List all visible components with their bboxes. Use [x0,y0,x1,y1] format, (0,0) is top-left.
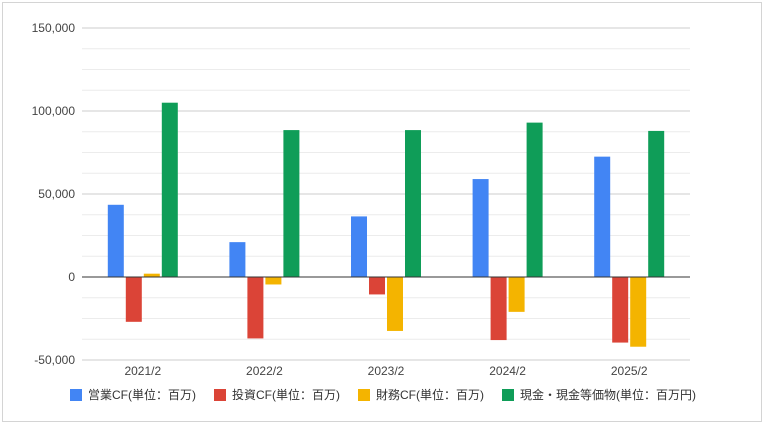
bar [490,277,507,341]
gridlines [82,27,690,361]
legend-swatch [214,389,226,401]
bar [612,277,629,343]
bar [594,156,611,277]
y-tick-label: -50,000 [34,353,75,367]
legend-label: 現金・現金等価物(単位：百万円) [520,387,696,402]
legend-swatch [502,389,514,401]
y-axis-ticks: -50,000 0 50,000 100,000 150,000 [32,21,76,367]
legend-swatch [70,389,82,401]
bar [143,273,160,277]
y-tick-label: 0 [68,270,75,284]
bars [107,102,665,347]
x-tick-label: 2022/2 [246,364,283,378]
bar [387,277,403,331]
legend-label: 営業CF(単位：百万) [88,387,196,402]
bar [161,102,178,277]
bar [107,204,124,277]
bar [265,277,282,285]
bar [229,242,246,277]
y-tick-label: 50,000 [38,187,75,201]
legend: 営業CF(単位：百万) 投資CF(単位：百万) 財務CF(単位：百万) 現金・現金等価… [70,387,696,402]
bar [283,130,300,277]
bar [247,277,264,339]
bar [472,179,489,277]
legend-item: 投資CF(単位：百万) [214,387,340,402]
x-axis-ticks: 2021/2 2022/2 2023/2 2024/2 2025/2 [124,364,647,378]
x-tick-label: 2025/2 [611,364,648,378]
bar [405,130,421,277]
bar [508,277,525,312]
x-tick-label: 2024/2 [489,364,526,378]
x-tick-label: 2021/2 [124,364,161,378]
bar [630,277,647,347]
bar [125,277,142,322]
x-tick-label: 2023/2 [368,364,405,378]
bar [648,130,665,277]
bar [526,122,543,278]
chart-frame [2,2,762,422]
y-tick-label: 100,000 [32,104,76,118]
legend-item: 営業CF(単位：百万) [70,387,196,402]
legend-label: 財務CF(単位：百万) [376,387,484,402]
legend-label: 投資CF(単位：百万) [232,387,340,402]
legend-item: 財務CF(単位：百万) [358,387,484,402]
bar [351,216,367,277]
bar [369,277,385,295]
legend-swatch [358,389,370,401]
legend-item: 現金・現金等価物(単位：百万円) [502,387,696,402]
y-tick-label: 150,000 [32,21,76,35]
